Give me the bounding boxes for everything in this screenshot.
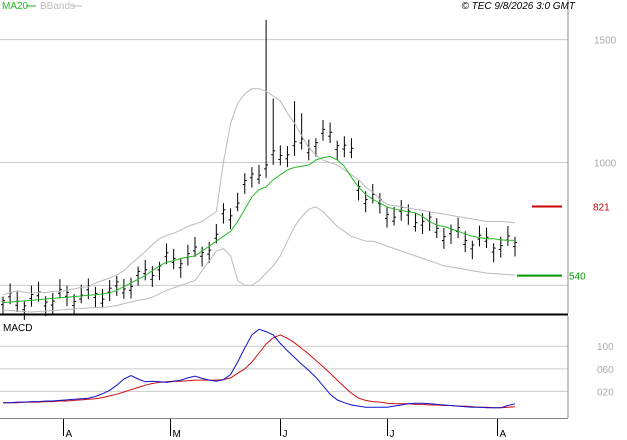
- macd-axis-ticks: 100 060 020: [597, 342, 614, 398]
- macd-tick-label: 060: [597, 365, 614, 376]
- month-label: A: [500, 429, 507, 440]
- price-bars: [1, 19, 517, 320]
- copyright-text: © TEC 9/8/2026 3:0 GMT: [461, 1, 575, 12]
- macd-line: [3, 328, 516, 409]
- month-label: A: [66, 429, 73, 440]
- bband-upper-line: [2, 88, 516, 296]
- legend-ma20: MA20: [2, 1, 29, 12]
- ma20-line: [2, 155, 516, 304]
- price-gridlines: [0, 39, 568, 286]
- month-label: J: [283, 429, 288, 440]
- legend-bbands: BBands: [40, 1, 75, 12]
- macd-tick-label: 020: [597, 387, 614, 398]
- macd-gridlines: [0, 345, 568, 392]
- price-tick-label: 1000: [594, 159, 617, 170]
- support-resistance-levels: 821 540: [517, 203, 610, 283]
- macd-lines: [3, 328, 516, 409]
- price-axis-ticks: 1500 1000: [594, 36, 617, 170]
- macd-tick-label: 100: [597, 342, 614, 353]
- month-label: J: [390, 429, 395, 440]
- price-tick-label: 1500: [594, 36, 617, 47]
- macd-signal-line: [3, 334, 516, 409]
- resistance-label: 821: [593, 203, 610, 214]
- month-label: M: [173, 429, 181, 440]
- bollinger-bands: [2, 88, 516, 313]
- macd-title: MACD: [3, 323, 32, 334]
- bband-lower-line: [2, 206, 516, 313]
- ma20-polyline: [2, 155, 516, 304]
- support-label: 540: [569, 272, 586, 283]
